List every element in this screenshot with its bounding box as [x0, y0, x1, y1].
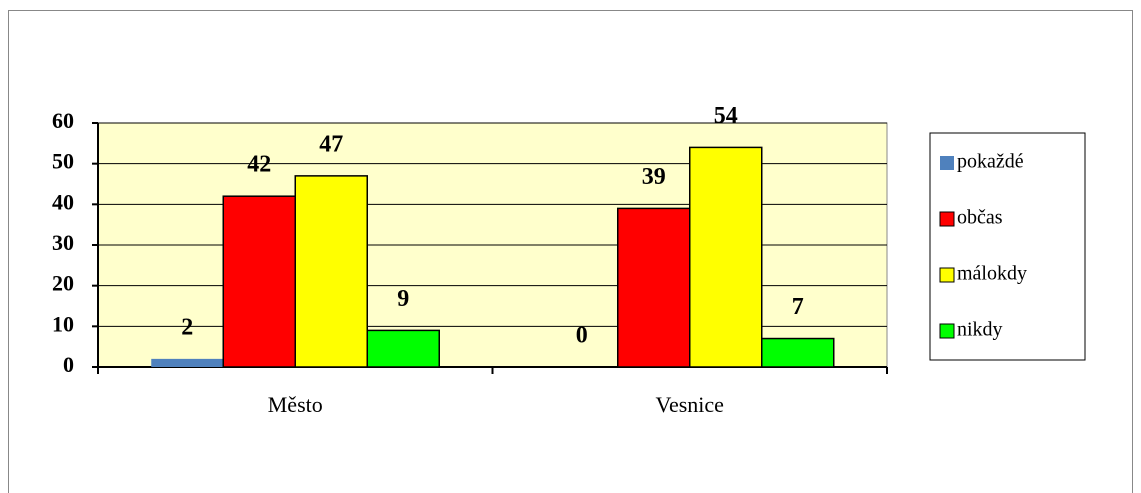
bar — [151, 358, 224, 367]
legend-box — [929, 132, 1086, 361]
bar — [761, 337, 835, 368]
y-tick-label: 20 — [52, 271, 74, 296]
y-tick-label: 60 — [52, 108, 74, 133]
legend-swatch — [940, 156, 954, 170]
x-tick-label: Vesnice — [656, 392, 724, 417]
bar — [294, 175, 368, 368]
y-tick-label: 10 — [52, 311, 74, 336]
legend-swatch — [939, 211, 955, 227]
y-tick-label: 0 — [63, 352, 74, 377]
bar — [222, 195, 296, 368]
bar — [366, 329, 440, 368]
legend-label: občas — [957, 207, 1003, 229]
data-label: 7 — [792, 294, 804, 320]
data-label: 42 — [247, 152, 271, 178]
data-label: 54 — [714, 103, 738, 129]
y-tick-label: 30 — [52, 230, 74, 255]
data-label: 47 — [319, 131, 343, 157]
data-label: 2 — [181, 314, 193, 340]
data-label: 0 — [576, 323, 588, 349]
legend-label: málokdy — [957, 263, 1027, 285]
y-tick-label: 50 — [52, 149, 74, 174]
y-tick-label: 40 — [52, 189, 74, 214]
x-tick-label: Město — [268, 392, 323, 417]
bar — [617, 207, 691, 368]
legend-swatch — [939, 267, 955, 283]
bar — [689, 146, 763, 368]
data-label: 39 — [642, 164, 666, 190]
legend-label: pokaždé — [957, 151, 1024, 173]
legend-label: nikdy — [957, 319, 1003, 341]
data-label: 9 — [397, 286, 409, 312]
legend-swatch — [939, 323, 955, 339]
